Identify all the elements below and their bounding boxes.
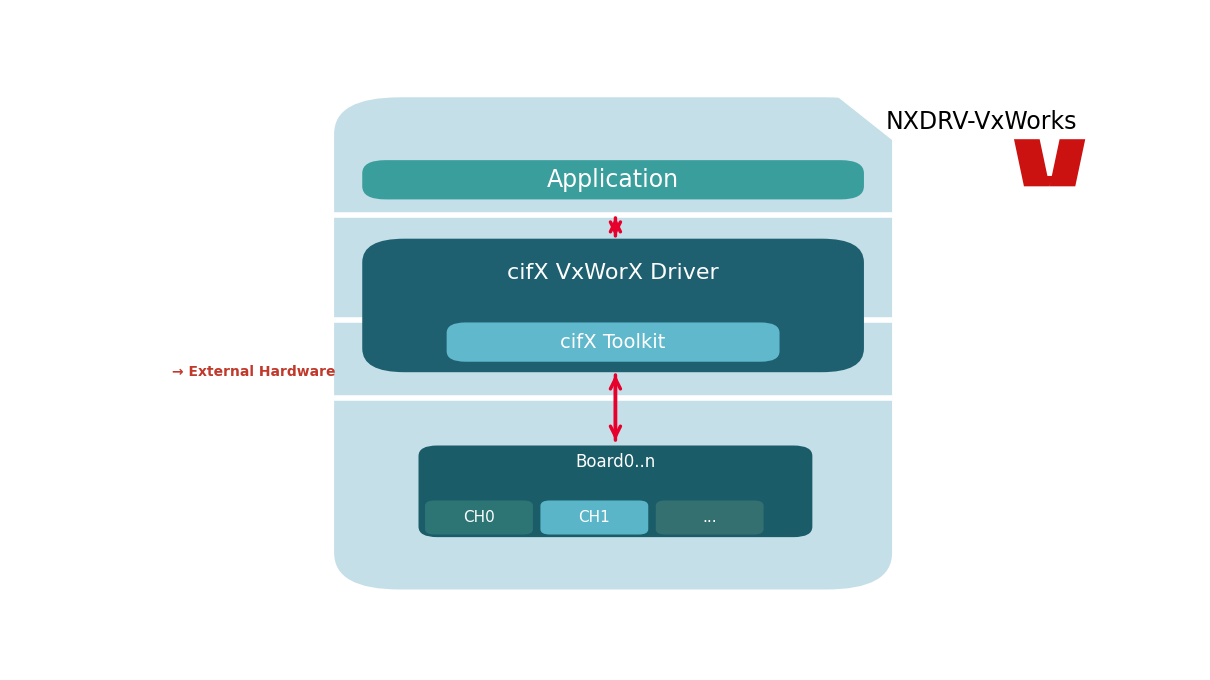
Polygon shape: [839, 97, 892, 139]
FancyBboxPatch shape: [419, 445, 812, 537]
Text: CH1: CH1: [578, 510, 610, 525]
FancyBboxPatch shape: [541, 500, 649, 534]
Polygon shape: [1045, 176, 1054, 186]
FancyBboxPatch shape: [446, 322, 779, 362]
Text: Board0..n: Board0..n: [575, 454, 656, 471]
Text: CH0: CH0: [463, 510, 495, 525]
Text: cifX Toolkit: cifX Toolkit: [560, 333, 666, 352]
Text: → External Hardware: → External Hardware: [172, 365, 335, 379]
Text: cifX VxWorX Driver: cifX VxWorX Driver: [507, 262, 719, 283]
Text: ...: ...: [702, 510, 718, 525]
FancyBboxPatch shape: [425, 500, 532, 534]
FancyBboxPatch shape: [656, 500, 764, 534]
Polygon shape: [1014, 139, 1049, 186]
FancyBboxPatch shape: [362, 160, 864, 199]
Polygon shape: [1049, 139, 1085, 186]
Text: NXDRV-VxWorks: NXDRV-VxWorks: [886, 110, 1077, 135]
FancyBboxPatch shape: [334, 97, 892, 590]
Text: Application: Application: [547, 168, 679, 192]
FancyBboxPatch shape: [362, 239, 864, 372]
